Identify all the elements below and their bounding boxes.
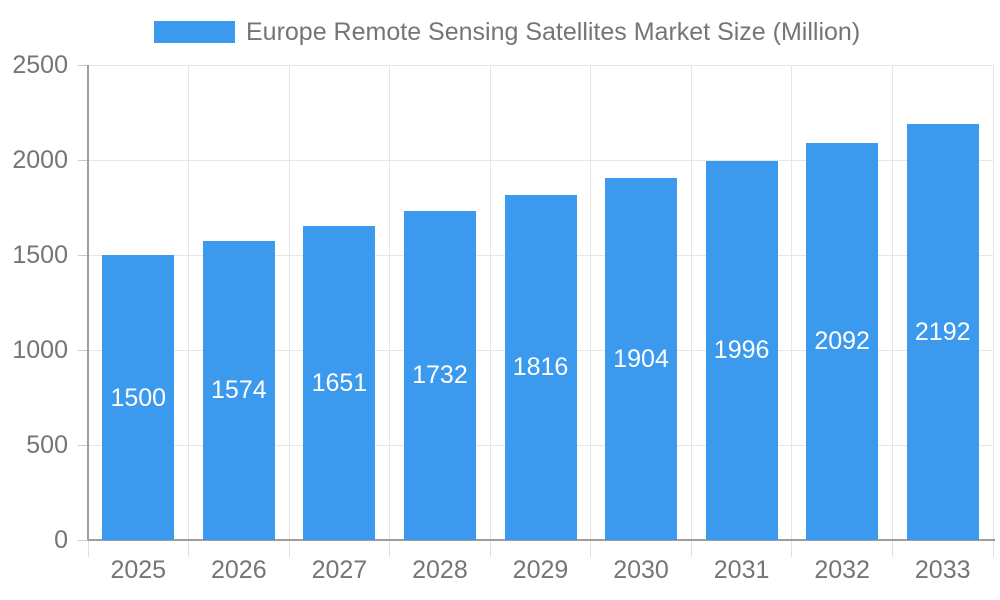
y-axis-tick-label: 2000	[12, 146, 68, 174]
bar-2029[interactable]	[504, 194, 577, 540]
y-gridline	[88, 64, 993, 66]
legend-swatch	[154, 21, 235, 43]
bar-2028[interactable]	[403, 210, 476, 540]
x-gridline	[891, 65, 893, 540]
legend-label: Europe Remote Sensing Satellites Market …	[246, 18, 861, 46]
bar-value-label: 1500	[110, 383, 167, 412]
y-axis-tick-label: 1000	[12, 336, 68, 364]
x-gridline	[690, 65, 692, 540]
x-gridline	[188, 65, 190, 540]
x-gridline	[590, 65, 592, 540]
x-axis-tick	[590, 540, 592, 557]
y-axis-tick	[78, 64, 88, 66]
y-axis-tick-label: 1500	[12, 241, 68, 269]
bar-2025[interactable]	[102, 255, 175, 540]
x-gridline	[489, 65, 491, 540]
x-axis-tick	[188, 540, 190, 557]
x-axis-tick-label: 2029	[512, 556, 569, 584]
y-axis-tick-label: 500	[26, 431, 68, 459]
bar-value-label: 1904	[613, 345, 669, 374]
y-axis-line	[87, 65, 89, 540]
x-axis-tick-label: 2026	[211, 556, 267, 584]
bar-value-label: 2192	[914, 317, 971, 346]
x-axis-tick-label: 2027	[311, 556, 368, 584]
y-axis-tick	[78, 254, 88, 256]
bar-2026[interactable]	[202, 240, 275, 540]
x-axis-tick-label: 2031	[713, 556, 770, 584]
x-axis-tick	[891, 540, 893, 557]
y-axis-tick	[78, 159, 88, 161]
x-axis-tick	[288, 540, 290, 557]
legend[interactable]: Europe Remote Sensing Satellites Market …	[154, 17, 860, 47]
x-gridline	[992, 65, 994, 540]
x-axis-tick	[389, 540, 391, 557]
bar-value-label: 1574	[211, 376, 267, 405]
bar-value-label: 2092	[814, 327, 870, 356]
x-axis-tick-label: 2028	[412, 556, 468, 584]
x-axis-tick-label: 2033	[914, 556, 971, 584]
bar-2030[interactable]	[605, 178, 678, 540]
x-axis-tick-label: 2032	[814, 556, 870, 584]
x-axis-tick	[87, 540, 89, 557]
bar-2027[interactable]	[303, 226, 376, 540]
x-gridline	[389, 65, 391, 540]
bar-2032[interactable]	[806, 142, 879, 540]
bar-2033[interactable]	[906, 123, 979, 540]
y-gridline	[88, 159, 993, 161]
bar-value-label: 1651	[311, 369, 368, 398]
x-axis-tick-label: 2025	[110, 556, 167, 584]
y-axis-tick	[78, 539, 88, 541]
x-axis-tick	[791, 540, 793, 557]
x-axis-tick-label: 2030	[613, 556, 669, 584]
bar-value-label: 1732	[412, 361, 468, 390]
x-axis-tick	[489, 540, 491, 557]
bar-2031[interactable]	[705, 160, 778, 540]
bar-value-label: 1996	[713, 336, 770, 365]
x-gridline	[791, 65, 793, 540]
x-gridline	[288, 65, 290, 540]
y-axis-tick-label: 0	[54, 526, 68, 554]
x-axis-line	[88, 539, 995, 541]
y-axis-tick-label: 2500	[12, 51, 68, 79]
x-axis-tick	[992, 540, 994, 557]
y-axis-tick	[78, 349, 88, 351]
bar-value-label: 1816	[512, 353, 569, 382]
y-axis-tick	[78, 444, 88, 446]
x-axis-tick	[690, 540, 692, 557]
